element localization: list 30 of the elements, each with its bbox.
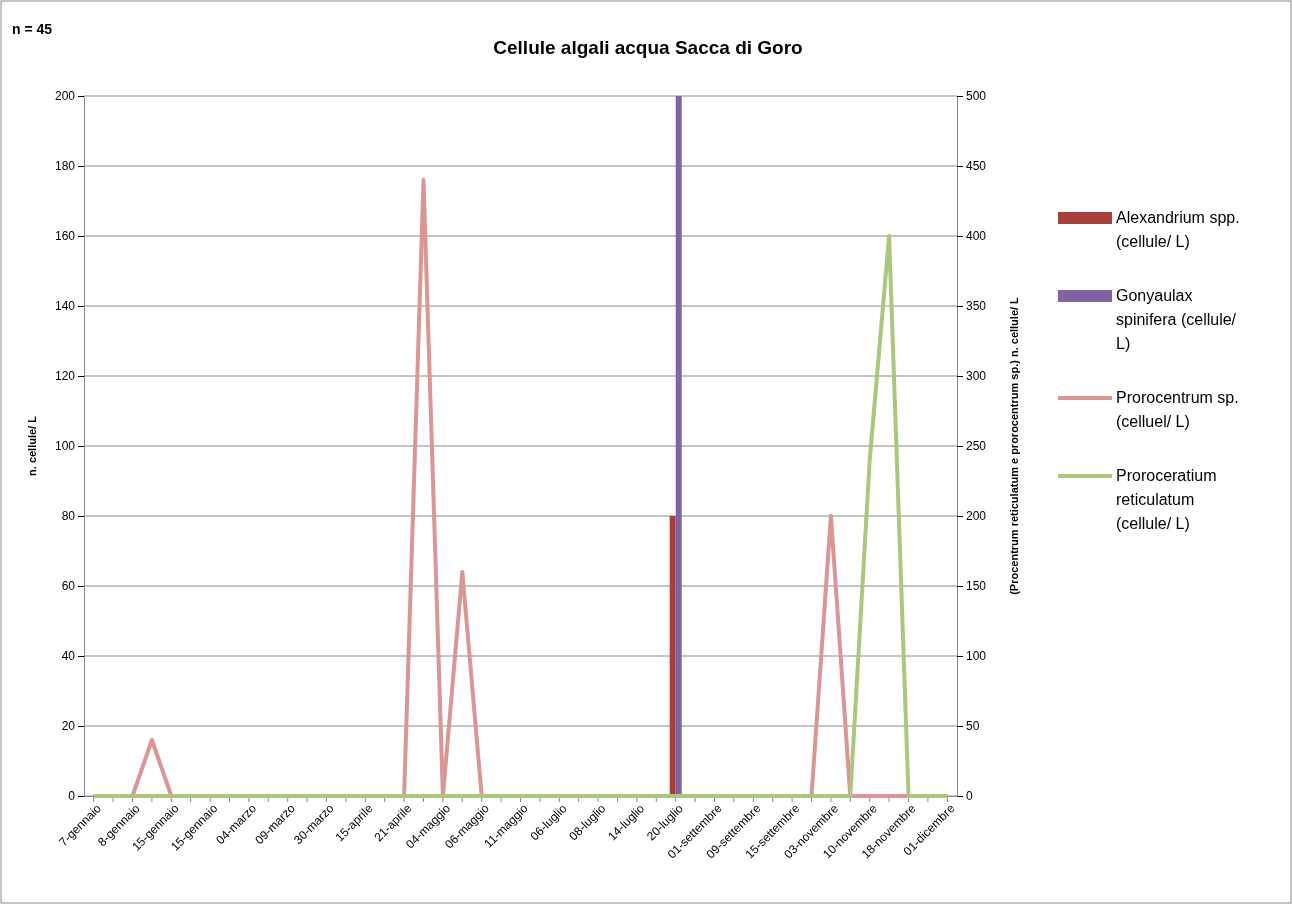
y-tick-label: 60	[61, 579, 76, 594]
y2-tick-label: 500	[966, 89, 987, 104]
y-tick-label: 80	[61, 509, 76, 524]
y2-tick-label: 400	[966, 229, 987, 244]
y2-tick-label: 350	[966, 299, 987, 314]
y-tick-label: 200	[54, 89, 76, 104]
y2-tick-label: 100	[966, 649, 987, 664]
text: n = 45	[12, 21, 53, 37]
legend-label: Gonyaulax spinifera (cellule/ L)	[1116, 287, 1237, 352]
y-axis-title: n. cellule/ L	[26, 415, 38, 476]
y2-tick-label: 150	[966, 579, 987, 594]
y-tick-label: 40	[61, 649, 76, 664]
y2-tick-label: 450	[966, 159, 987, 174]
y2-tick-label: 0	[966, 789, 973, 804]
legend-label: Alexandrium spp. (cellule/ L)	[1116, 209, 1240, 250]
y-tick-label: 120	[54, 369, 76, 384]
y2-tick-label: 50	[966, 719, 980, 734]
legend-label: Proroceratium reticulatum (cellule/ L)	[1116, 467, 1217, 532]
y2-tick-label: 250	[966, 439, 987, 454]
y-tick-label: 100	[54, 439, 76, 454]
chart-title: Cellule algali acqua Sacca di Goro	[493, 37, 803, 58]
y-tick-label: 180	[54, 159, 76, 174]
y2-tick-label: 300	[966, 369, 987, 384]
y-tick-label: 160	[54, 229, 76, 244]
y2-tick-label: 200	[966, 509, 987, 524]
y2-axis-title: (Procentrum reticulatum e prorocentrum sp.) n. cellule/ L	[1008, 296, 1020, 595]
legend-label: Prorocentrum sp. (celluel/ L)	[1116, 389, 1239, 430]
y-tick-label: 0	[68, 789, 76, 804]
y-tick-label: 140	[54, 299, 76, 314]
y-tick-label: 20	[61, 719, 76, 734]
